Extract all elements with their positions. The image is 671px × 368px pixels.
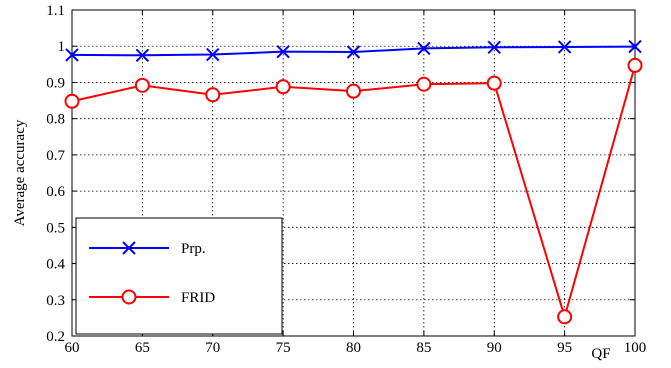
legend: Prp. FRID [76, 218, 282, 334]
x-tick-label: 70 [205, 340, 220, 356]
y-tick-label: 0.3 [46, 293, 65, 309]
y-tick-label: 1 [58, 39, 66, 55]
y-tick-label: 1.1 [46, 3, 65, 19]
x-tick-label: 80 [346, 340, 361, 356]
y-axis-label: Average accuracy [12, 119, 28, 226]
x-tick-label: 100 [624, 340, 647, 356]
x-axis-label: QF [591, 346, 610, 362]
x-tick-label: 95 [557, 340, 572, 356]
x-tick-label: 75 [276, 340, 291, 356]
y-tick-label: 0.6 [46, 184, 65, 200]
y-tick-label: 0.8 [46, 112, 65, 128]
circle-marker [277, 80, 290, 93]
y-tick-label: 0.2 [46, 329, 65, 345]
x-tick-label: 90 [487, 340, 502, 356]
legend-label: FRID [181, 290, 215, 306]
circle-marker [417, 78, 430, 91]
legend-label: Prp. [181, 241, 206, 257]
circle-marker [629, 59, 642, 72]
y-tick-label: 0.4 [46, 257, 65, 273]
circle-marker [66, 95, 79, 108]
y-tick-label: 0.5 [46, 220, 65, 236]
circle-marker [136, 79, 149, 92]
x-tick-label: 60 [65, 340, 80, 356]
circle-marker [347, 85, 360, 98]
circle-marker [123, 291, 136, 304]
y-tick-label: 0.9 [46, 75, 65, 91]
circle-marker [558, 310, 571, 323]
x-tick-label: 85 [416, 340, 431, 356]
legend-box [76, 218, 282, 334]
circle-marker [206, 88, 219, 101]
y-tick-label: 0.7 [46, 148, 65, 164]
x-tick-label: 65 [135, 340, 150, 356]
circle-marker [488, 77, 501, 90]
